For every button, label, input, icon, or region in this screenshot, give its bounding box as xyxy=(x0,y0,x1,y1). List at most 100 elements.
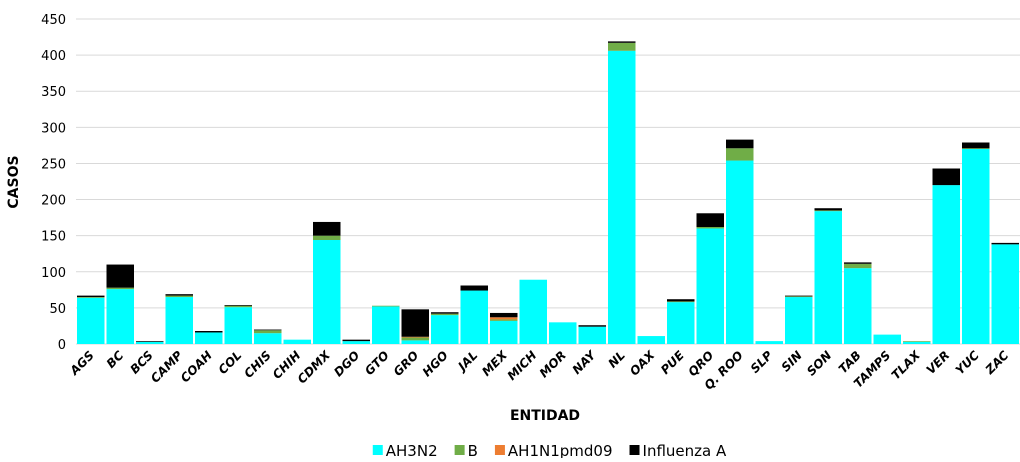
bar-segment xyxy=(696,213,724,227)
x-tick-label: VER xyxy=(924,348,953,377)
bar-segment xyxy=(696,227,724,229)
bar-segment xyxy=(313,240,341,344)
bar-segment xyxy=(814,210,842,212)
bar-segment xyxy=(431,315,459,344)
legend-label: AH1N1pmd09 xyxy=(508,442,613,458)
legend-label: B xyxy=(468,442,478,458)
bar-segment xyxy=(136,341,164,342)
x-tick-label: PUE xyxy=(658,348,687,377)
x-tick-label: OAX xyxy=(627,348,658,379)
bar-segment xyxy=(342,339,370,342)
bar-segment xyxy=(873,334,901,344)
x-tick-label: DGO xyxy=(331,348,362,379)
bar-segment xyxy=(844,262,872,264)
bar-segment xyxy=(165,297,193,344)
legend-swatch xyxy=(629,445,640,455)
legend-swatch xyxy=(372,445,383,455)
x-tick-label: AGS xyxy=(67,348,97,378)
x-tick-label: SIN xyxy=(779,348,805,374)
bar-segment xyxy=(903,341,931,344)
y-tick-label: 350 xyxy=(41,85,66,100)
legend-swatch xyxy=(454,445,465,455)
bar-segment xyxy=(696,228,724,344)
bar-segment xyxy=(726,139,754,149)
bar-segment xyxy=(726,148,754,161)
x-tick-label: GRO xyxy=(391,348,422,379)
x-tick-label: SLP xyxy=(748,348,776,376)
bar-segment xyxy=(490,320,518,344)
x-tick-label: CDMX xyxy=(295,348,334,387)
bar-segment xyxy=(254,329,282,331)
bar-segment xyxy=(401,340,429,344)
bar-segment xyxy=(401,336,429,338)
bar-segment xyxy=(991,244,1019,344)
bar-segment xyxy=(460,290,488,344)
y-tick-label: 50 xyxy=(49,302,66,317)
bar-segment xyxy=(401,309,429,337)
y-tick-label: 100 xyxy=(41,266,66,281)
bar-segment xyxy=(578,325,606,327)
x-tick-label: TLAX xyxy=(889,348,924,383)
bar-segment xyxy=(608,42,636,51)
legend-label: Influenza A xyxy=(643,442,727,458)
x-tick-label: NAY xyxy=(570,347,600,377)
x-tick-label: HGO xyxy=(420,348,451,379)
x-tick-label: YUC xyxy=(953,348,982,377)
x-tick-label: ZAC xyxy=(982,348,1011,377)
bar-segment xyxy=(283,339,311,344)
bar-segment xyxy=(932,168,960,186)
bar-segment xyxy=(77,297,105,344)
bar-segment xyxy=(254,333,282,344)
bar-segment xyxy=(165,295,193,298)
bar-segment xyxy=(667,299,695,302)
bar-segment xyxy=(814,208,842,211)
bar-segment xyxy=(991,242,1019,245)
bar-segment xyxy=(962,149,990,344)
bar-segment xyxy=(136,341,164,344)
y-tick-label: 200 xyxy=(41,194,66,209)
x-tick-label: MICH xyxy=(505,348,540,383)
bar-segment xyxy=(844,268,872,344)
bar-segment xyxy=(313,221,341,236)
bar-segment xyxy=(608,50,636,345)
bar-segment xyxy=(372,305,400,307)
x-tick-label: COAH xyxy=(178,348,215,385)
bar-segment xyxy=(578,326,606,344)
bar-segment xyxy=(519,279,547,344)
x-axis-title: ENTIDAD xyxy=(510,408,580,424)
bar-segment xyxy=(431,313,459,316)
bar-segment xyxy=(460,285,488,291)
bar-segment xyxy=(667,302,695,344)
x-tick-label: JAL xyxy=(454,348,480,374)
bar-segment xyxy=(932,185,960,344)
bar-segment xyxy=(490,312,518,318)
bar-segment xyxy=(755,341,783,344)
bar-segment xyxy=(785,295,813,297)
bar-segment xyxy=(224,305,252,306)
y-axis-title: CASOS xyxy=(6,155,22,208)
bar-segment xyxy=(549,322,577,344)
x-tick-label: GTO xyxy=(362,348,392,378)
x-tick-label: MOR xyxy=(537,348,569,380)
bar-segment xyxy=(313,235,341,240)
y-tick-label: 400 xyxy=(41,49,66,64)
x-tick-label: CHIS xyxy=(241,348,274,381)
bar-segment xyxy=(224,305,252,308)
x-tick-label: BC xyxy=(104,348,127,371)
legend-label: AH3N2 xyxy=(386,442,438,458)
bar-segment xyxy=(726,160,754,344)
bar-segment xyxy=(814,211,842,344)
bar-segment xyxy=(372,306,400,344)
bar-segment xyxy=(785,296,813,298)
bar-segment xyxy=(490,317,518,320)
x-tick-label: NL xyxy=(605,348,627,370)
bar-segment xyxy=(77,295,105,298)
bar-segment xyxy=(106,264,134,288)
y-tick-label: 0 xyxy=(58,338,66,353)
bar-segment xyxy=(490,319,518,321)
bar-segment xyxy=(224,307,252,344)
bar-segment xyxy=(844,263,872,269)
bar-segment xyxy=(106,289,134,344)
bar-segment xyxy=(962,148,990,149)
